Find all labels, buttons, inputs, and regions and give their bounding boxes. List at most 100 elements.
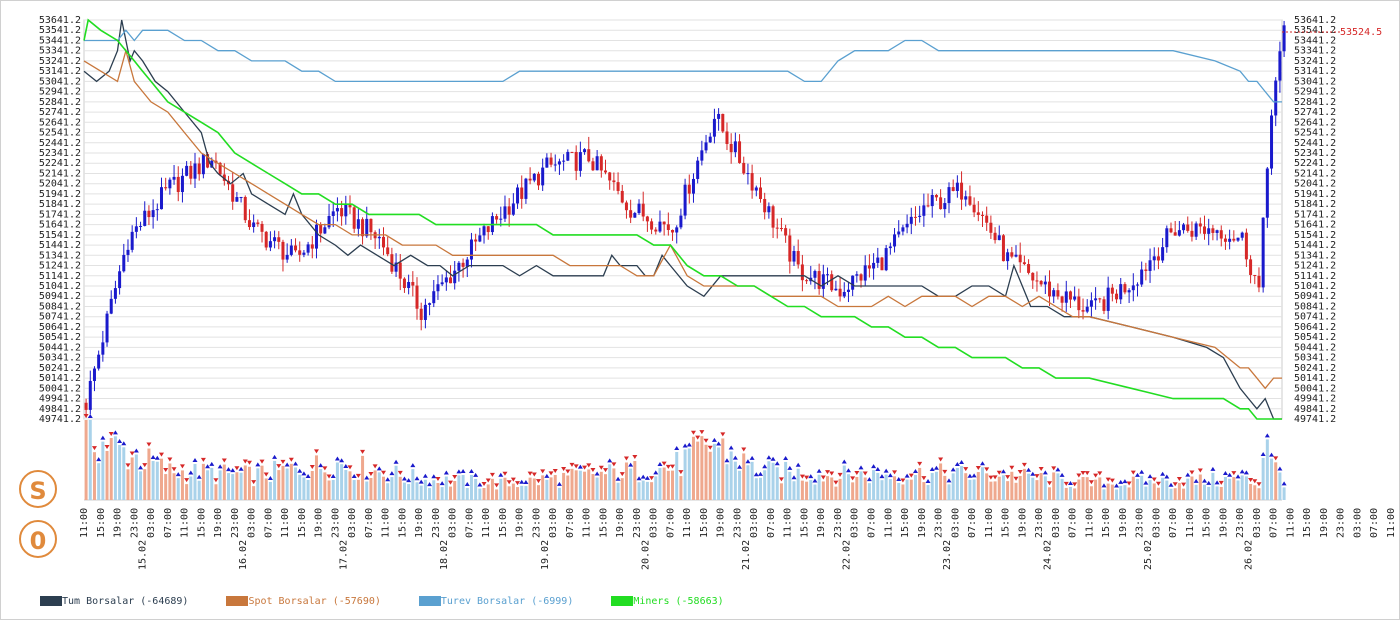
- volume-marker: [1252, 479, 1258, 484]
- candle-body: [620, 190, 624, 203]
- volume-marker: [1030, 471, 1036, 476]
- volume-marker: [808, 474, 814, 479]
- volume-marker: [87, 414, 93, 418]
- volume-marker: [984, 467, 990, 472]
- series-line-3: [83, 18, 1282, 420]
- candle-body: [465, 259, 469, 267]
- volume-marker: [535, 479, 541, 484]
- candle-body: [805, 280, 809, 282]
- volume-marker: [448, 480, 454, 485]
- candle-body: [662, 221, 666, 225]
- y-tick-left: 52741.2: [39, 107, 81, 118]
- volume-bar: [1010, 471, 1014, 500]
- volume-bar: [750, 461, 754, 500]
- candle-body: [704, 142, 708, 151]
- volume-bar: [658, 468, 662, 500]
- s-toggle-button[interactable]: S: [19, 470, 57, 508]
- legend-swatch: [226, 596, 249, 606]
- candle-body: [524, 178, 528, 199]
- volume-marker: [326, 474, 332, 479]
- candle-body: [997, 235, 1001, 241]
- volume-marker: [1155, 481, 1161, 486]
- volume-bar: [1186, 478, 1190, 500]
- volume-marker: [1017, 469, 1023, 474]
- volume-marker: [301, 471, 307, 476]
- volume-bar: [662, 467, 666, 500]
- candle-body: [151, 210, 155, 218]
- volume-marker: [414, 476, 420, 481]
- candle-body: [113, 288, 117, 299]
- candle-body: [813, 271, 817, 278]
- volume-marker: [573, 464, 579, 469]
- candle-body: [1182, 224, 1186, 231]
- candle-body: [1110, 287, 1114, 294]
- candle-body: [1035, 280, 1039, 282]
- candle-body: [1006, 252, 1010, 262]
- volume-marker: [753, 472, 759, 477]
- volume-marker: [96, 457, 102, 462]
- volume-marker: [117, 438, 123, 443]
- y-tick-left: 53641.2: [39, 15, 81, 26]
- volume-marker: [783, 455, 789, 460]
- volume-bar: [444, 476, 448, 500]
- candle-body: [486, 226, 490, 233]
- volume-marker: [577, 464, 583, 469]
- volume-bar: [951, 473, 955, 500]
- candle-body: [1265, 168, 1269, 218]
- y-tick-left: 52141.2: [39, 168, 81, 179]
- x-hour-tick: 19:00: [917, 508, 928, 538]
- candle-body: [122, 254, 126, 272]
- legend-item[interactable]: Tum Borsalar (-64689): [40, 594, 188, 608]
- candle-body: [319, 224, 323, 234]
- candle-body: [1119, 284, 1123, 300]
- volume-marker: [954, 461, 960, 466]
- volume-bar: [612, 468, 616, 500]
- candle-body: [92, 368, 96, 381]
- candle-body: [407, 281, 411, 288]
- volume-bar: [1060, 478, 1064, 500]
- volume-bar: [997, 476, 1001, 500]
- legend-item[interactable]: Turev Borsalar (-6999): [418, 594, 573, 608]
- candle-body: [800, 264, 804, 281]
- x-hour-tick: 11:00: [1084, 508, 1095, 538]
- volume-marker: [313, 449, 319, 454]
- volume-bar: [277, 470, 281, 500]
- candle-body: [1039, 280, 1043, 285]
- candle-body: [461, 262, 465, 267]
- zero-toggle-button[interactable]: 0: [19, 520, 57, 558]
- volume-bar: [1048, 487, 1052, 500]
- volume-marker: [213, 478, 219, 483]
- volume-marker: [552, 469, 558, 474]
- y-tick-right: 50441.2: [1294, 342, 1336, 353]
- volume-marker: [686, 442, 692, 447]
- volume-marker: [1248, 477, 1254, 482]
- volume-bar: [738, 470, 742, 500]
- legend-item[interactable]: Miners (-58663): [611, 594, 724, 608]
- candle-body: [633, 213, 637, 218]
- x-hour-tick: 19:00: [1319, 508, 1330, 538]
- candle-body: [147, 210, 151, 218]
- candle-body: [1236, 237, 1240, 241]
- volume-bar: [1232, 477, 1236, 500]
- volume-marker: [502, 471, 508, 476]
- candle-body: [1098, 298, 1102, 300]
- volume-marker: [1009, 465, 1015, 470]
- legend-item[interactable]: Spot Borsalar (-57690): [226, 594, 381, 608]
- volume-bar: [390, 477, 394, 500]
- volume-marker: [871, 464, 877, 469]
- volume-bar: [528, 477, 532, 500]
- candle-body: [855, 274, 859, 276]
- candle-body: [972, 204, 976, 213]
- volume-marker: [494, 483, 500, 488]
- volume-bar: [775, 467, 779, 500]
- candle-body: [302, 252, 306, 255]
- candle-body: [721, 113, 725, 132]
- y-tick-right: 50141.2: [1294, 373, 1336, 384]
- volume-marker: [879, 474, 885, 479]
- volume-bar: [97, 463, 101, 500]
- volume-bar: [754, 478, 758, 500]
- y-tick-left: 52841.2: [39, 97, 81, 108]
- current-price-label: 53524.5: [1340, 27, 1382, 38]
- volume-marker: [230, 468, 236, 473]
- volume-bar: [654, 476, 658, 500]
